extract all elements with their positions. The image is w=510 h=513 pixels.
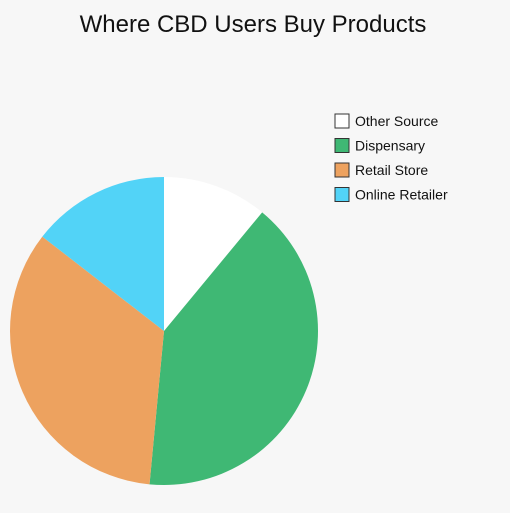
pie-slice-retail-store bbox=[9, 236, 164, 485]
legend-swatch-retail-store bbox=[334, 162, 350, 178]
legend-label-dispensary: Dispensary bbox=[355, 138, 425, 154]
legend-label-retail-store: Retail Store bbox=[355, 162, 428, 178]
chart-title: Where CBD Users Buy Products bbox=[80, 11, 427, 38]
legend-swatch-other-source bbox=[334, 113, 350, 129]
pie-slice-dispensary bbox=[149, 212, 319, 486]
legend: Other Source Dispensary Retail Store Online… bbox=[334, 113, 448, 203]
pie-slices bbox=[9, 177, 319, 486]
pie-slice-other-source bbox=[164, 177, 263, 331]
legend-label-online-retailer: Online Retailer bbox=[355, 187, 448, 203]
pie-slice-online-retailer bbox=[42, 177, 164, 331]
legend-label-other-source: Other Source bbox=[355, 113, 438, 129]
legend-swatch-dispensary bbox=[334, 138, 350, 153]
legend-swatch-online-retailer bbox=[334, 187, 350, 202]
